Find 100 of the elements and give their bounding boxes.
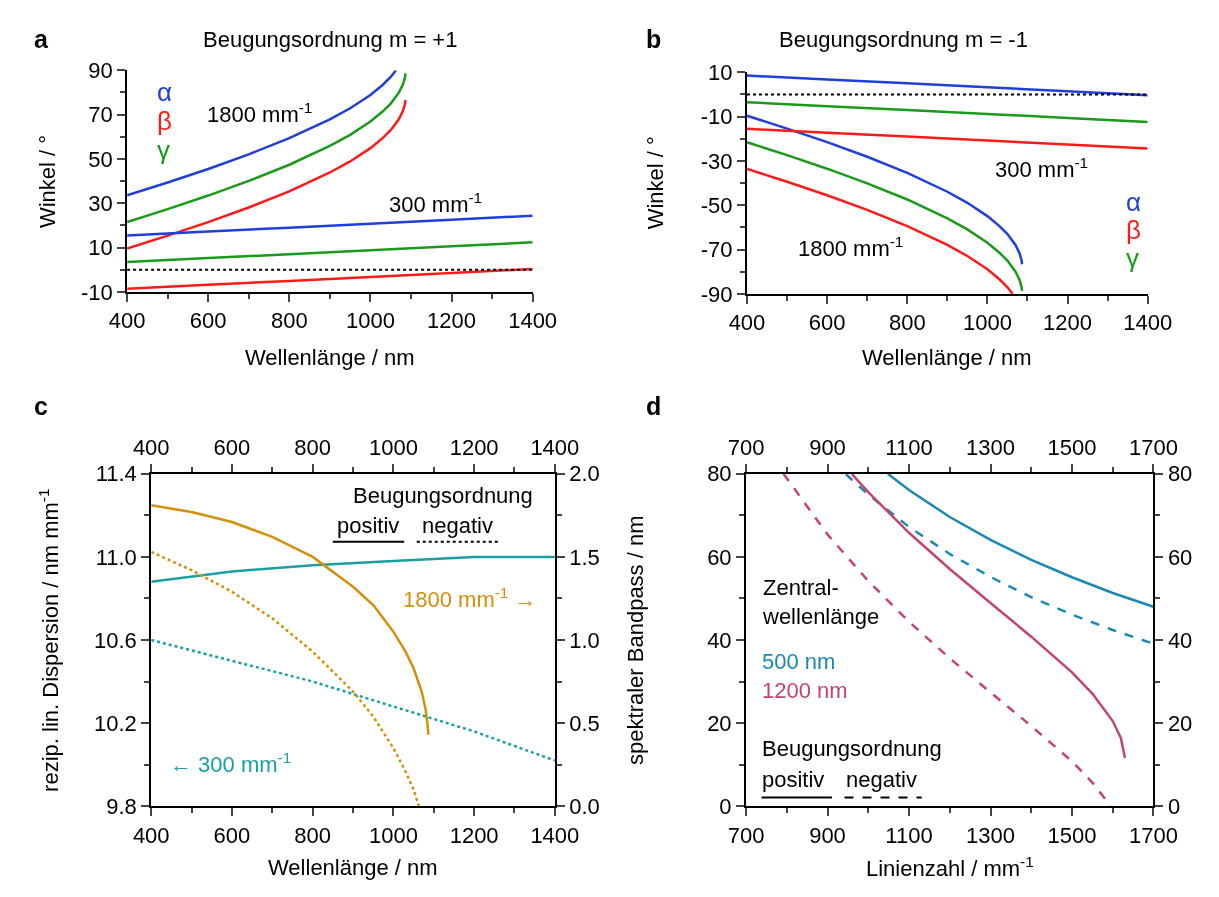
annotation: negativ: [846, 767, 917, 792]
line-series: [886, 473, 1154, 608]
x-axis-title: Linienzahl / mm$^{-1}$: [866, 853, 1034, 882]
x-tick-label: 900: [809, 434, 846, 460]
annotation: Beugungsordnung: [353, 483, 533, 508]
x-tick-label: 1500: [1047, 434, 1097, 460]
x2-tick-label: 1400: [530, 822, 580, 848]
x-tick-label: 1400: [1123, 310, 1173, 336]
line-series: [746, 74, 1148, 97]
y2-tick-label: 2.0: [569, 461, 600, 487]
annotation: negativ: [422, 513, 493, 538]
y-axis-title: spektraler Bandpass / nm: [622, 515, 648, 765]
x-tick-label: 1000: [345, 308, 395, 334]
text: β: [157, 106, 172, 136]
text: a: [34, 25, 49, 53]
x-tick-label: 600: [213, 434, 251, 460]
text: d: [646, 392, 662, 420]
y-axis-title: Winkel / °: [643, 136, 669, 230]
annotation: positiv: [337, 513, 400, 538]
x2-tick-label: 1500: [1047, 822, 1097, 848]
legend-title: Zentral- wellenlänge: [762, 575, 880, 629]
y-axis-title: Winkel / °: [34, 134, 60, 229]
y-tick-label: 10: [708, 59, 733, 85]
y-tick-label: 90: [88, 58, 113, 84]
y2-tick-label: 0: [1167, 793, 1181, 819]
y-tick-label: 80: [707, 461, 732, 487]
y-tick-label: 0: [719, 793, 732, 819]
annotation: 1800 mm$^{-1}$ →: [403, 584, 537, 613]
annotation: 300 mm$^{-1}$: [995, 154, 1089, 183]
y-tick-label: -90: [700, 281, 733, 307]
x-tick-label: 600: [189, 308, 227, 334]
y2-tick-label: 40: [1167, 627, 1193, 653]
x-tick-label: 800: [888, 310, 926, 336]
text: α: [1126, 187, 1142, 217]
y-tick-label: -10: [80, 279, 113, 305]
y-tick-label: 10: [88, 235, 113, 261]
y2-tick-label: 60: [1167, 544, 1193, 570]
x-tick-label: 700: [727, 434, 765, 460]
x-tick-label: 400: [132, 434, 170, 460]
y2-tick-label: 0.5: [569, 710, 600, 736]
y-tick-label: 50: [88, 146, 113, 172]
annotation: positiv: [762, 767, 825, 792]
x-tick-label: 1000: [368, 434, 418, 460]
x-tick-label: 1700: [1129, 434, 1178, 460]
text: b: [646, 25, 662, 53]
y-tick-label: -50: [700, 192, 733, 218]
x-tick-label: 1100: [885, 434, 933, 460]
text: 1200 nm: [762, 678, 848, 703]
text: 500 nm: [762, 649, 836, 674]
x2-tick-label: 1100: [885, 822, 933, 848]
text: α: [157, 77, 173, 107]
y2-tick-label: 1.5: [569, 544, 600, 570]
x2-tick-label: 1000: [368, 822, 418, 848]
chart-title: Beugungsordnung m = +1: [203, 27, 458, 52]
x2-tick-label: 1700: [1129, 822, 1178, 848]
x-tick-label: 1200: [449, 434, 499, 460]
y2-tick-label: 0.0: [569, 793, 600, 819]
y-tick-label: 30: [88, 191, 113, 217]
annotation: Beugungsordnung: [762, 736, 942, 761]
text: β: [1126, 215, 1141, 245]
y-tick-label: 60: [707, 544, 732, 570]
y2-tick-label: 20: [1167, 710, 1193, 736]
x-tick-label: 400: [108, 308, 146, 334]
line-series: [127, 214, 533, 237]
x-axis-title: Wellenlänge / nm: [268, 855, 438, 880]
y-tick-label: 10.2: [94, 710, 137, 736]
x-axis-title: Wellenlänge / nm: [862, 345, 1032, 370]
x2-tick-label: 400: [132, 822, 170, 848]
line-series: [127, 267, 533, 290]
y2-tick-label: 1.0: [569, 627, 600, 653]
x2-tick-label: 1200: [449, 822, 499, 848]
y-tick-label: 40: [707, 627, 732, 653]
x-tick-label: 400: [728, 310, 766, 336]
line-series: [127, 70, 398, 197]
x-tick-label: 1200: [427, 308, 476, 334]
line-series: [746, 127, 1148, 150]
y-tick-label: -70: [700, 237, 733, 263]
text: c: [34, 392, 48, 420]
text: γ: [1126, 243, 1139, 273]
annotation: 1800 mm$^{-1}$: [798, 233, 904, 262]
y-tick-label: 70: [88, 102, 113, 128]
x-tick-label: 800: [270, 308, 308, 334]
line-series: [151, 555, 555, 584]
x-tick-label: 1400: [530, 434, 580, 460]
x-tick-label: 1400: [508, 308, 558, 334]
annotation: 300 mm$^{-1}$: [389, 189, 483, 218]
x-tick-label: 800: [294, 434, 332, 460]
x2-tick-label: 700: [727, 822, 765, 848]
y-tick-label: 9.8: [106, 793, 137, 819]
x2-tick-label: 900: [809, 822, 846, 848]
x-axis-title: Wellenlänge / nm: [245, 345, 415, 370]
line-series: [746, 100, 1148, 124]
y-tick-label: 20: [707, 710, 732, 736]
x2-tick-label: 800: [294, 822, 332, 848]
y2-tick-label: 80: [1167, 461, 1193, 487]
annotation: ← 300 mm$^{-1}$: [170, 749, 292, 778]
x-tick-label: 600: [808, 310, 846, 336]
y-tick-label: -10: [700, 104, 733, 130]
y-tick-label: 10.6: [94, 627, 137, 653]
x-tick-label: 1000: [962, 310, 1012, 336]
